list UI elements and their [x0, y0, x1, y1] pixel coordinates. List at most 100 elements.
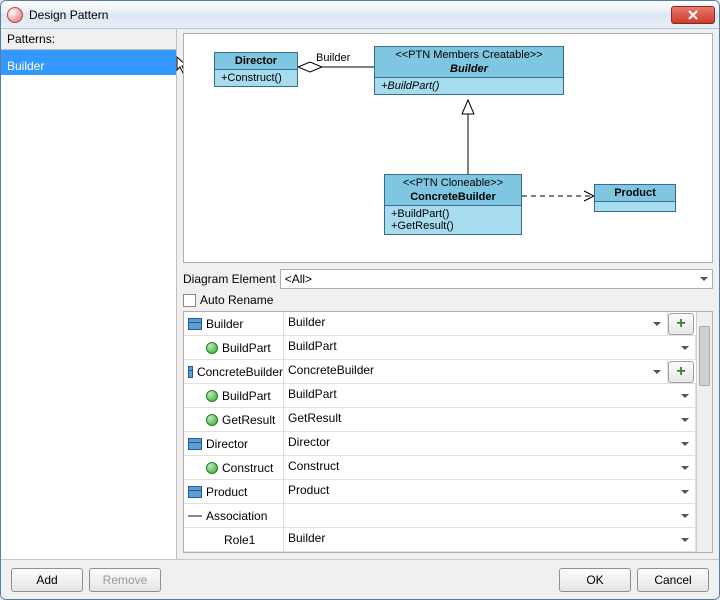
grid-row-name: ConcreteBuilder [197, 365, 283, 379]
grid-row-value: Builder [288, 531, 325, 545]
auto-rename-label: Auto Rename [200, 293, 273, 307]
grid-value-cell: Builder [284, 528, 696, 551]
grid-row: Association [184, 504, 696, 528]
close-button[interactable] [671, 6, 715, 24]
operation-icon [206, 390, 218, 402]
grid-value-cell: BuildPart [284, 336, 696, 359]
class-name: Builder [375, 61, 563, 77]
grid-row: BuildPart BuildPart [184, 384, 696, 408]
grid-name-cell: BuildPart [184, 384, 284, 407]
class-op: +BuildPart() [385, 205, 521, 220]
operation-icon [206, 342, 218, 354]
grid-name-cell: Product [184, 480, 284, 503]
controls-area: Diagram Element <All> Auto Rename [177, 267, 719, 309]
dialog-body: Patterns: Builder [1, 29, 719, 599]
titlebar: Design Pattern [1, 1, 719, 29]
grid-value-cell: ConcreteBuilder [284, 360, 668, 383]
grid-row: Director Director [184, 432, 696, 456]
uml-class-builder[interactable]: <<PTN Members Creatable>> Builder +Build… [374, 46, 564, 95]
uml-diagram: Director +Construct() Builder <<PTN Memb… [183, 33, 713, 263]
grid-row-value: Product [288, 483, 329, 497]
grid-row-value: BuildPart [288, 387, 337, 401]
grid-row: Role1 Builder [184, 528, 696, 552]
class-name: ConcreteBuilder [385, 189, 521, 205]
auto-rename-row: Auto Rename [183, 291, 713, 309]
grid-row-name: Role1 [224, 533, 255, 547]
grid-row: Builder Builder + [184, 312, 696, 336]
grid-row-name: BuildPart [222, 341, 271, 355]
grid-row-value: BuildPart [288, 339, 337, 353]
window-title: Design Pattern [29, 8, 671, 22]
class-op: +Construct() [215, 69, 297, 86]
grid-value-combo[interactable]: Director [284, 435, 695, 453]
pattern-item-builder[interactable]: Builder [1, 50, 176, 75]
association-icon [188, 515, 202, 517]
grid-value-cell: GetResult [284, 408, 696, 431]
add-button[interactable]: Add [11, 568, 83, 592]
association-label: Builder [316, 52, 350, 64]
class-stereotype: <<PTN Members Creatable>> [375, 47, 563, 61]
vertical-scrollbar[interactable] [696, 312, 712, 552]
class-icon [188, 486, 202, 498]
patterns-header: Patterns: [1, 29, 176, 50]
grid-value-combo[interactable]: GetResult [284, 411, 695, 429]
grid-row: Construct Construct [184, 456, 696, 480]
operation-icon [206, 462, 218, 474]
grid-row-name: Construct [222, 461, 273, 475]
grid-row-name: Builder [206, 317, 243, 331]
uml-class-concrete-builder[interactable]: <<PTN Cloneable>> ConcreteBuilder +Build… [384, 174, 522, 235]
ok-button[interactable]: OK [559, 568, 631, 592]
uml-class-director[interactable]: Director +Construct() [214, 52, 298, 87]
grid-value-combo[interactable]: Builder [284, 315, 667, 333]
add-row-button[interactable]: + [668, 361, 694, 383]
class-stereotype: <<PTN Cloneable>> [385, 175, 521, 189]
grid-value-cell: Product [284, 480, 696, 503]
diagram-element-value: <All> [285, 272, 312, 286]
grid-row-name: Association [206, 509, 267, 523]
cancel-button[interactable]: Cancel [637, 568, 709, 592]
grid-value-combo[interactable] [284, 507, 695, 525]
grid-row: Product Product [184, 480, 696, 504]
remove-button-label: Remove [103, 573, 148, 587]
grid-name-cell: GetResult [184, 408, 284, 431]
scrollbar-thumb[interactable] [699, 326, 710, 386]
auto-rename-checkbox[interactable] [183, 294, 196, 307]
grid-value-combo[interactable]: Product [284, 483, 695, 501]
grid-value-combo[interactable]: ConcreteBuilder [284, 363, 667, 381]
grid-row-name: BuildPart [222, 389, 271, 403]
uml-class-product[interactable]: Product [594, 184, 676, 212]
grid-value-cell: Construct [284, 456, 696, 479]
class-compartment-empty [595, 201, 675, 211]
class-icon [188, 318, 202, 330]
diagram-element-combo[interactable]: <All> [280, 269, 713, 289]
grid-row-value: Builder [288, 315, 325, 329]
grid-name-cell: Construct [184, 456, 284, 479]
diagram-element-row: Diagram Element <All> [183, 267, 713, 291]
pattern-item-label: Builder [7, 59, 44, 73]
grid-row: ConcreteBuilder ConcreteBuilder + [184, 360, 696, 384]
class-name: Director [215, 53, 297, 69]
grid-value-cell: Director [284, 432, 696, 455]
grid-row-value: ConcreteBuilder [288, 363, 374, 377]
grid-value-combo[interactable]: BuildPart [284, 387, 695, 405]
grid-name-cell: Builder [184, 312, 284, 335]
app-icon [7, 7, 23, 23]
class-op: +BuildPart() [375, 77, 563, 94]
grid-name-cell: ConcreteBuilder [184, 360, 284, 383]
patterns-sidebar: Patterns: Builder [1, 29, 177, 559]
class-icon [188, 366, 193, 378]
add-row-button[interactable]: + [668, 313, 694, 335]
grid-row-value: Director [288, 435, 330, 449]
grid-value-cell: Builder [284, 312, 668, 335]
grid-value-combo[interactable]: Construct [284, 459, 695, 477]
class-op: +GetResult() [385, 220, 521, 234]
add-button-label: Add [36, 573, 57, 587]
grid-name-cell: Role1 [184, 528, 284, 551]
ok-button-label: OK [586, 573, 603, 587]
grid-value-combo[interactable]: Builder [284, 531, 695, 549]
grid-value-combo[interactable]: BuildPart [284, 339, 695, 357]
class-name: Product [595, 185, 675, 201]
grid-name-cell: Association [184, 504, 284, 527]
grid-value-cell: BuildPart [284, 384, 696, 407]
grid-row-name: Director [206, 437, 248, 451]
